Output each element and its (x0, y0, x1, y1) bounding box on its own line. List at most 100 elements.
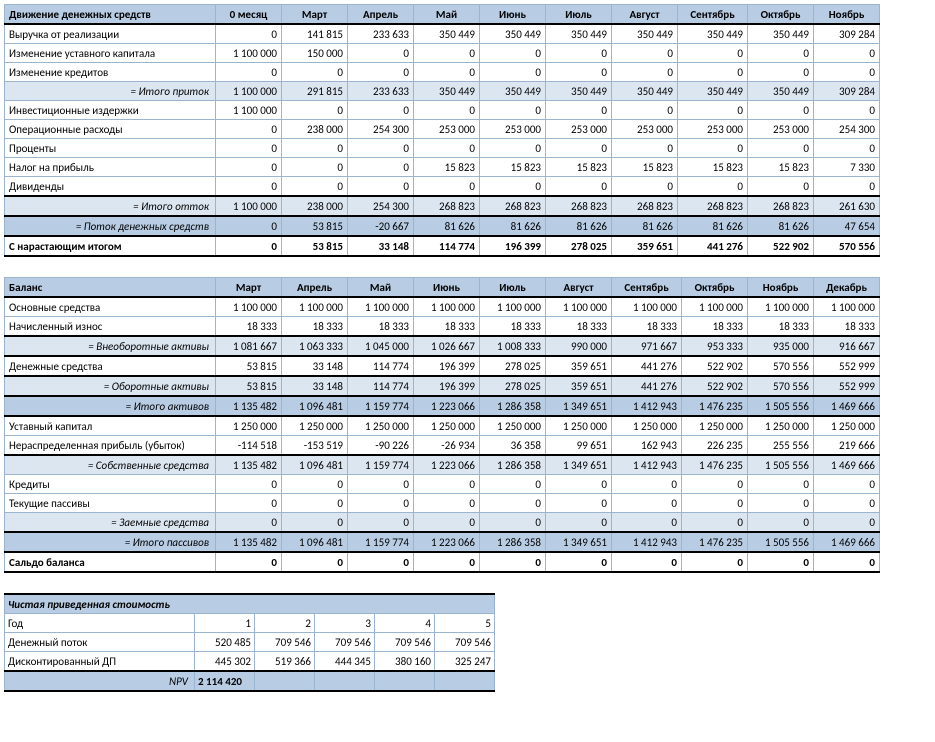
cell: 1 008 333 (480, 336, 546, 356)
cell: 0 (414, 63, 480, 82)
cell: 1 250 000 (814, 416, 880, 436)
cell: 0 (480, 513, 546, 533)
cell: -153 519 (282, 436, 348, 456)
cell: 238 000 (282, 196, 348, 216)
cell: 1 100 000 (682, 297, 748, 317)
year-header: 2 (255, 614, 315, 633)
cell: 1 135 482 (216, 532, 282, 552)
cell: 0 (216, 236, 282, 256)
cell: 0 (414, 44, 480, 63)
cell: 18 333 (414, 317, 480, 337)
cell: 1 286 358 (480, 532, 546, 552)
cell: 522 902 (748, 236, 814, 256)
row-label: Денежные средства (5, 356, 216, 376)
cell: 0 (480, 552, 546, 572)
month-header: Май (348, 278, 414, 298)
cell: 1 096 481 (282, 455, 348, 475)
cell: 268 823 (612, 196, 678, 216)
cell: 0 (748, 475, 814, 494)
cell: 1 250 000 (546, 416, 612, 436)
npv-table: Чистая приведенная стоимостьГод12345Дене… (4, 593, 495, 692)
cell: 1 250 000 (282, 416, 348, 436)
cell: 196 399 (414, 356, 480, 376)
cell: 0 (282, 177, 348, 197)
cell: -26 934 (414, 436, 480, 456)
row-label: Начисленный износ (5, 317, 216, 337)
cell: 253 000 (612, 120, 678, 139)
row-label: = Итого отток (5, 196, 216, 216)
cell: 0 (282, 494, 348, 513)
cell: 81 626 (612, 216, 678, 236)
cell: 570 556 (748, 356, 814, 376)
cell: 1 100 000 (546, 297, 612, 317)
cell: 238 000 (282, 120, 348, 139)
row-label: Сальдо баланса (5, 552, 216, 572)
cell: 81 626 (546, 216, 612, 236)
cell: 0 (546, 63, 612, 82)
cell: 0 (348, 101, 414, 120)
cell: 0 (678, 177, 748, 197)
cell: 1 100 000 (216, 297, 282, 317)
cell: 114 774 (348, 356, 414, 376)
cell: 0 (612, 139, 678, 158)
cell: 0 (814, 475, 880, 494)
cell: 0 (546, 101, 612, 120)
cell: 1 250 000 (216, 416, 282, 436)
cell: 1 505 556 (748, 532, 814, 552)
cell: 196 399 (414, 376, 480, 396)
cell: 325 247 (435, 652, 495, 672)
cell: 268 823 (414, 196, 480, 216)
cell: 7 330 (814, 158, 880, 177)
cell: 359 651 (546, 376, 612, 396)
year-header: 4 (375, 614, 435, 633)
cell: 0 (216, 63, 282, 82)
cell: 33 148 (348, 236, 414, 256)
month-header: Август (546, 278, 612, 298)
cell: 0 (348, 475, 414, 494)
month-header: Ноябрь (814, 5, 880, 25)
cell: 0 (216, 513, 282, 533)
month-header: Март (282, 5, 348, 25)
cell: 0 (612, 44, 678, 63)
cell: 36 358 (480, 436, 546, 456)
cell: 380 160 (375, 652, 435, 672)
cell: 1 476 235 (682, 532, 748, 552)
cell: 18 333 (216, 317, 282, 337)
cell: 15 823 (678, 158, 748, 177)
cell: 0 (678, 63, 748, 82)
cell: 1 100 000 (480, 297, 546, 317)
cell: 1 159 774 (348, 396, 414, 416)
cell: 350 449 (480, 82, 546, 101)
row-label: = Поток денежных средств (5, 216, 216, 236)
cell: 18 333 (682, 317, 748, 337)
cell: 350 449 (748, 82, 814, 101)
cell: 1 223 066 (414, 455, 480, 475)
cell: 0 (546, 475, 612, 494)
cell: 162 943 (612, 436, 682, 456)
cell: 1 412 943 (612, 532, 682, 552)
cell: 1 349 651 (546, 396, 612, 416)
cell: 0 (814, 101, 880, 120)
cell: 0 (348, 177, 414, 197)
row-label: Выручка от реализации (5, 24, 216, 44)
cell: 359 651 (612, 236, 678, 256)
cell: 0 (748, 177, 814, 197)
row-label: Дивиденды (5, 177, 216, 197)
cell: 1 135 482 (216, 396, 282, 416)
cell: 359 651 (546, 356, 612, 376)
month-header: Октябрь (682, 278, 748, 298)
cell: 0 (546, 494, 612, 513)
balance-table: БалансМартАпрельМайИюньИюльАвгустСентябр… (4, 277, 880, 573)
cash-flow-table: Движение денежных средств0 месяцМартАпре… (4, 4, 880, 257)
cell: 255 556 (748, 436, 814, 456)
cell: 278 025 (480, 356, 546, 376)
cell: 1 250 000 (480, 416, 546, 436)
cell: 0 (480, 177, 546, 197)
row-label: Кредиты (5, 475, 216, 494)
cell: 0 (814, 139, 880, 158)
cell: 441 276 (612, 376, 682, 396)
cell: 0 (678, 44, 748, 63)
cell: 33 148 (282, 356, 348, 376)
cell: 0 (414, 494, 480, 513)
cell: 268 823 (678, 196, 748, 216)
